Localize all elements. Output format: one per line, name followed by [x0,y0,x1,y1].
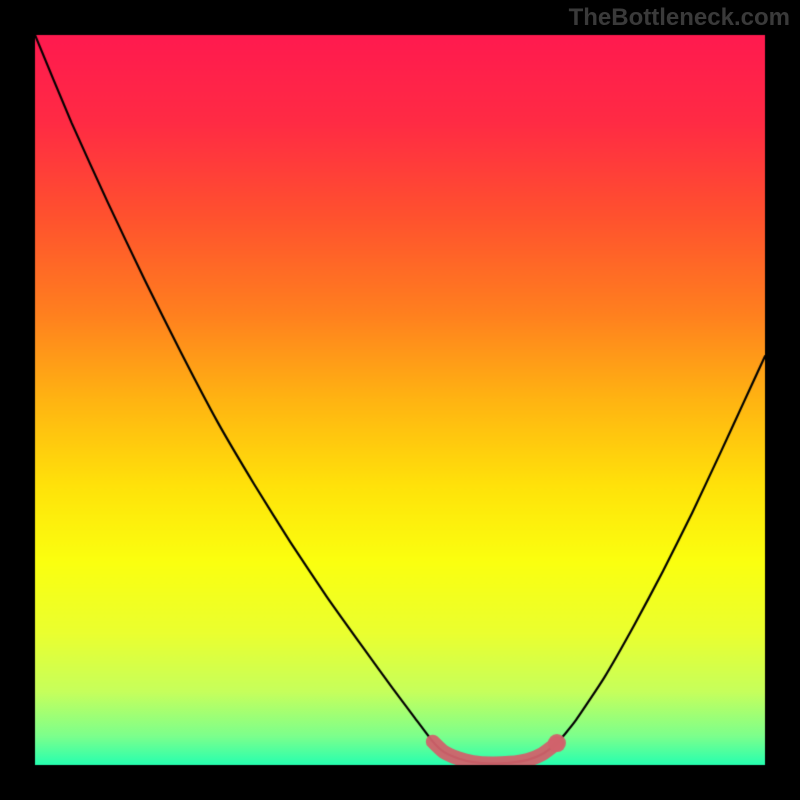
chart-container: TheBottleneck.com [0,0,800,800]
bottleneck-v-curve-canvas [0,0,800,800]
